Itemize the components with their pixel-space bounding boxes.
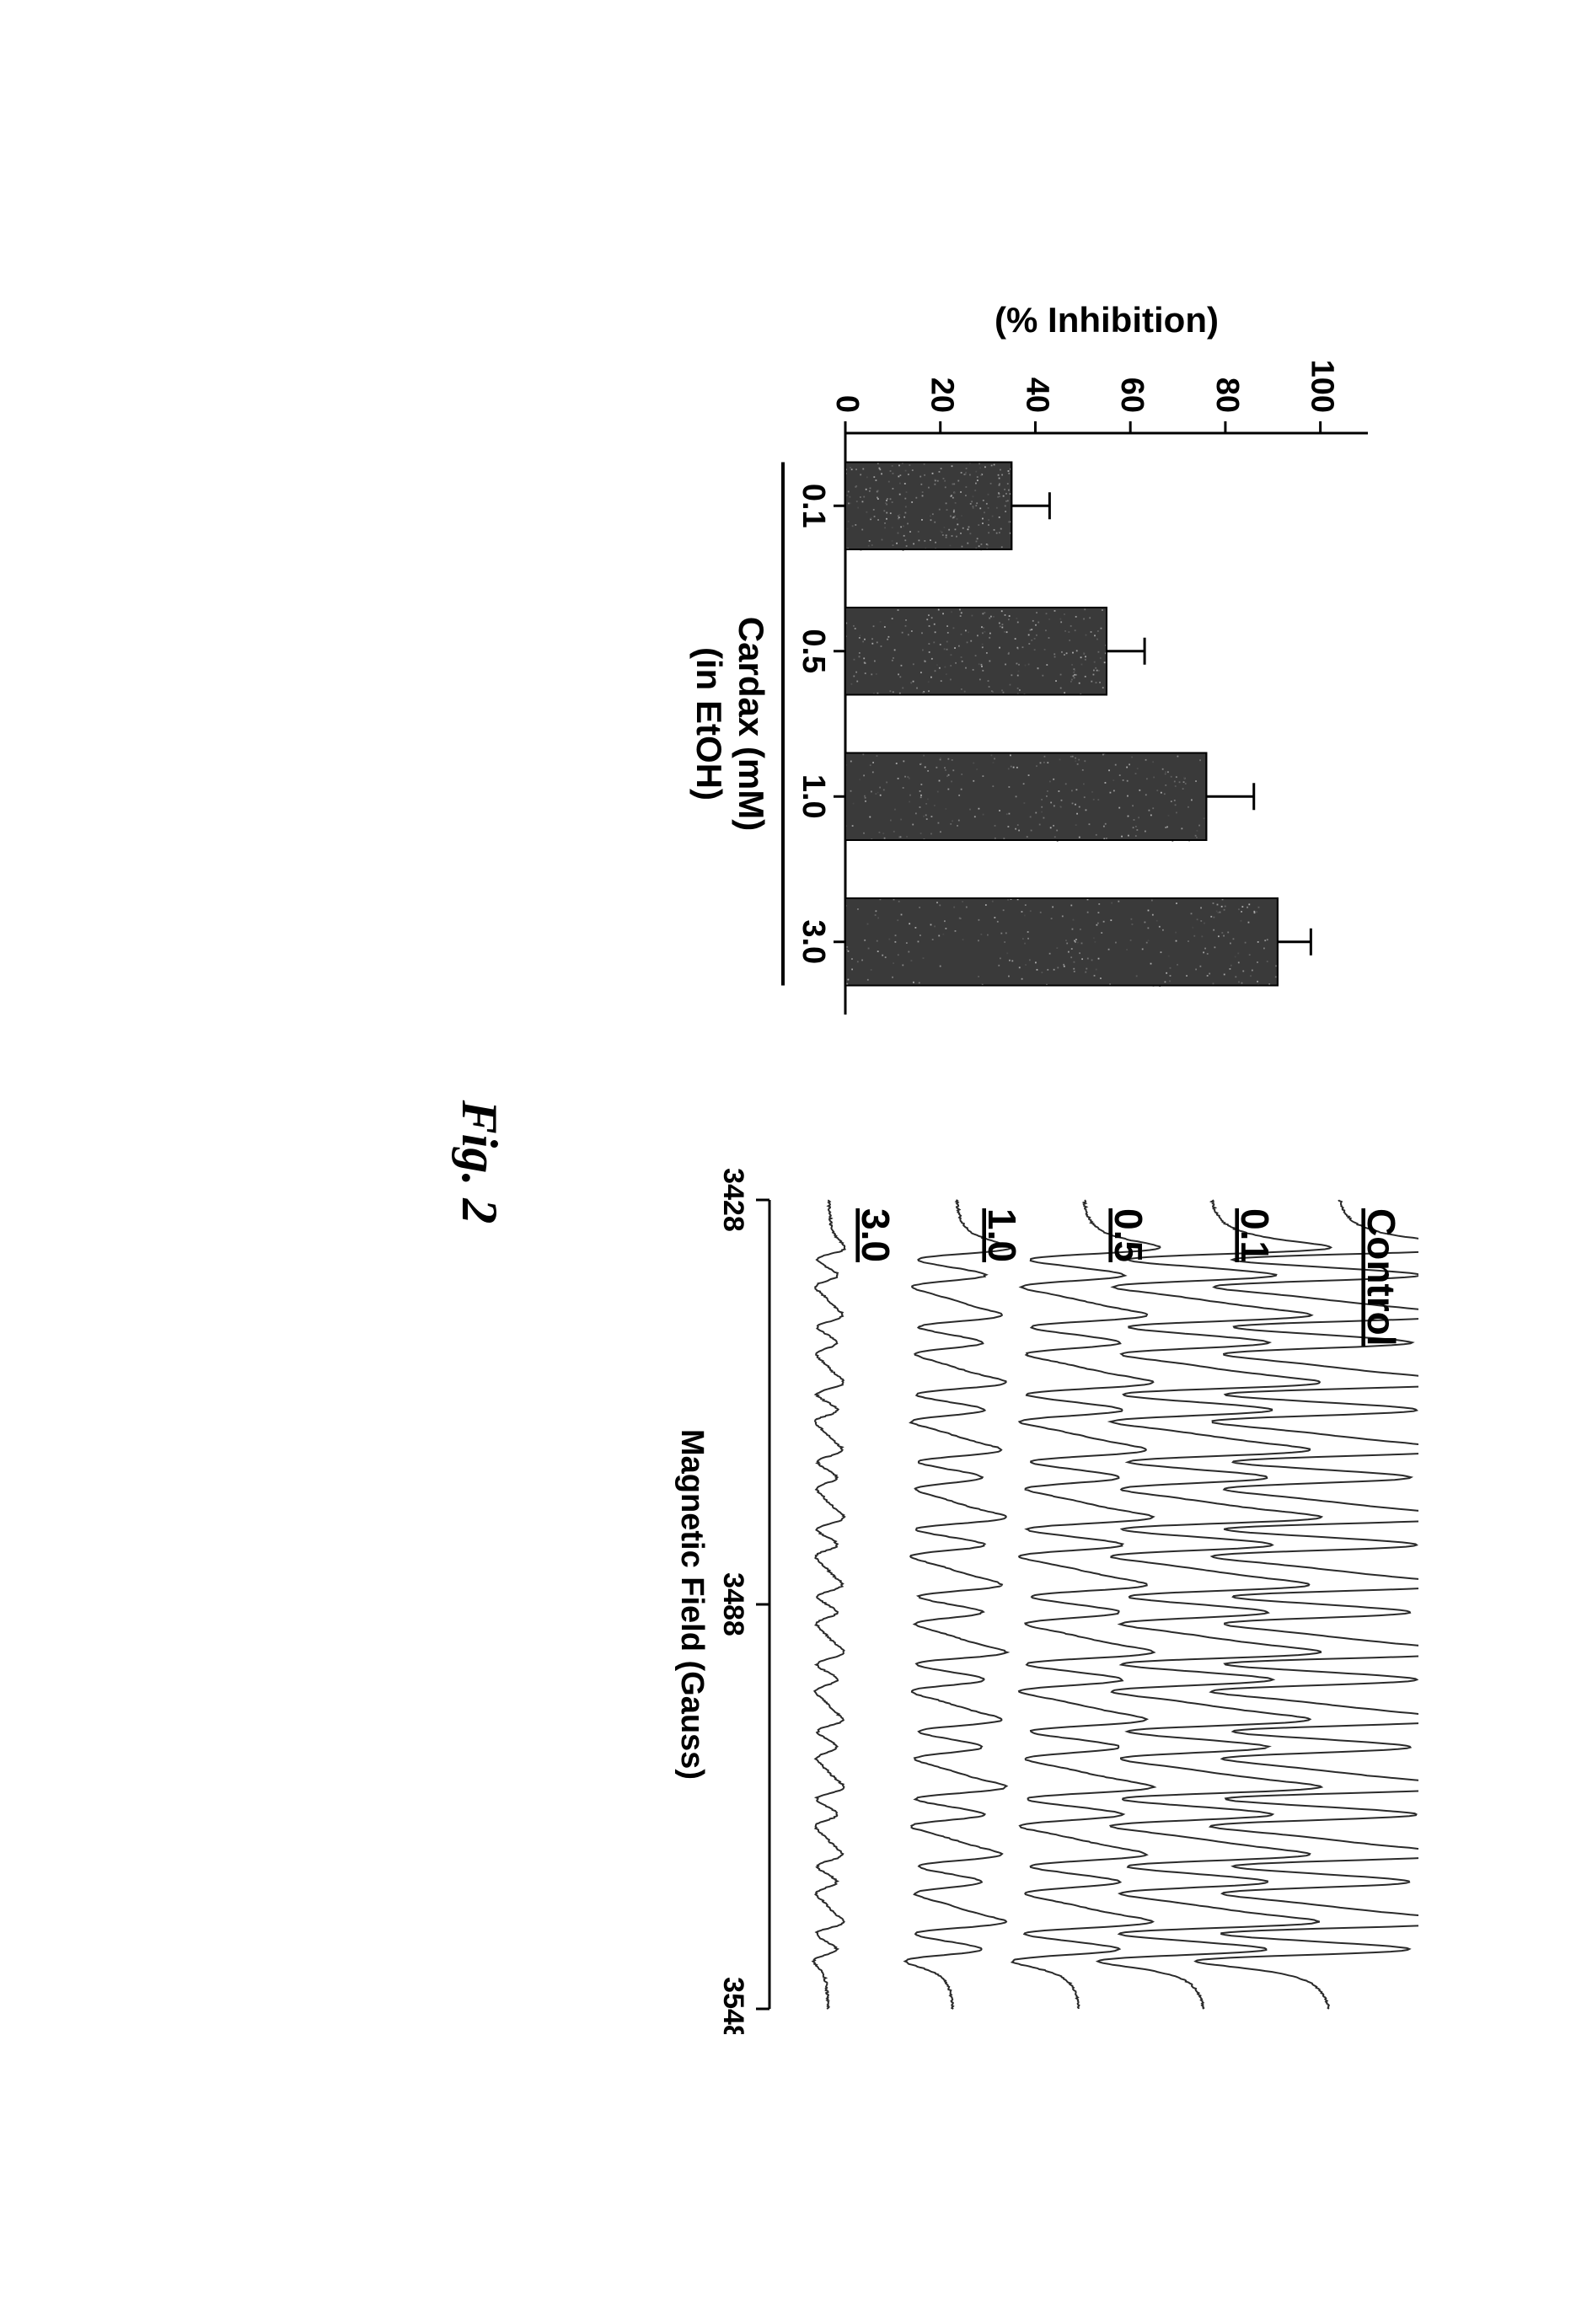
- figure-caption: Fig. 2: [450, 126, 508, 2198]
- svg-text:(in EtOH): (in EtOH): [689, 647, 729, 801]
- svg-text:0.1: 0.1: [1233, 1208, 1277, 1262]
- svg-text:20: 20: [925, 378, 960, 413]
- svg-text:1.0: 1.0: [796, 774, 831, 819]
- svg-text:Control: Control: [1359, 1208, 1403, 1347]
- spectra-panel: Control 0.1 0.5 1.0 3.0 3428 3488 3548 Magnetic …: [660, 1149, 1418, 2034]
- figure-rotated-container: 0 20 40 60 80 100 (% Inhibition) 0.1 0.5 1.0 3.0 Ca…: [0, 0, 1587, 2324]
- svg-text:3.0: 3.0: [796, 919, 831, 964]
- svg-text:0.1: 0.1: [796, 484, 831, 528]
- svg-text:80: 80: [1209, 378, 1245, 413]
- svg-text:1.0: 1.0: [980, 1208, 1024, 1262]
- svg-text:0.5: 0.5: [1107, 1208, 1150, 1262]
- figure-wrapper: 0 20 40 60 80 100 (% Inhibition) 0.1 0.5 1.0 3.0 Ca…: [0, 0, 1587, 2324]
- svg-text:3488: 3488: [717, 1572, 749, 1636]
- svg-text:(% Inhibition): (% Inhibition): [995, 300, 1219, 340]
- svg-text:3.0: 3.0: [854, 1208, 898, 1262]
- bar-chart-svg: 0 20 40 60 80 100 (% Inhibition) 0.1 0.5 1.0 3.0 Ca…: [660, 290, 1418, 1048]
- svg-text:0: 0: [829, 395, 865, 413]
- svg-text:3428: 3428: [717, 1168, 749, 1232]
- bar-chart-panel: 0 20 40 60 80 100 (% Inhibition) 0.1 0.5 1.0 3.0 Ca…: [660, 290, 1418, 1048]
- figure-panels: 0 20 40 60 80 100 (% Inhibition) 0.1 0.5 1.0 3.0 Ca…: [660, 126, 1418, 2198]
- svg-text:60: 60: [1114, 378, 1150, 413]
- svg-text:3548: 3548: [717, 1977, 749, 2034]
- svg-text:Cardax (mM): Cardax (mM): [732, 617, 771, 831]
- spectra-svg: Control 0.1 0.5 1.0 3.0 3428 3488 3548 Magnetic …: [660, 1149, 1418, 2034]
- svg-text:Magnetic Field (Gauss): Magnetic Field (Gauss): [674, 1429, 710, 1780]
- svg-text:40: 40: [1019, 378, 1054, 413]
- svg-text:100: 100: [1305, 360, 1340, 413]
- svg-text:0.5: 0.5: [796, 629, 831, 673]
